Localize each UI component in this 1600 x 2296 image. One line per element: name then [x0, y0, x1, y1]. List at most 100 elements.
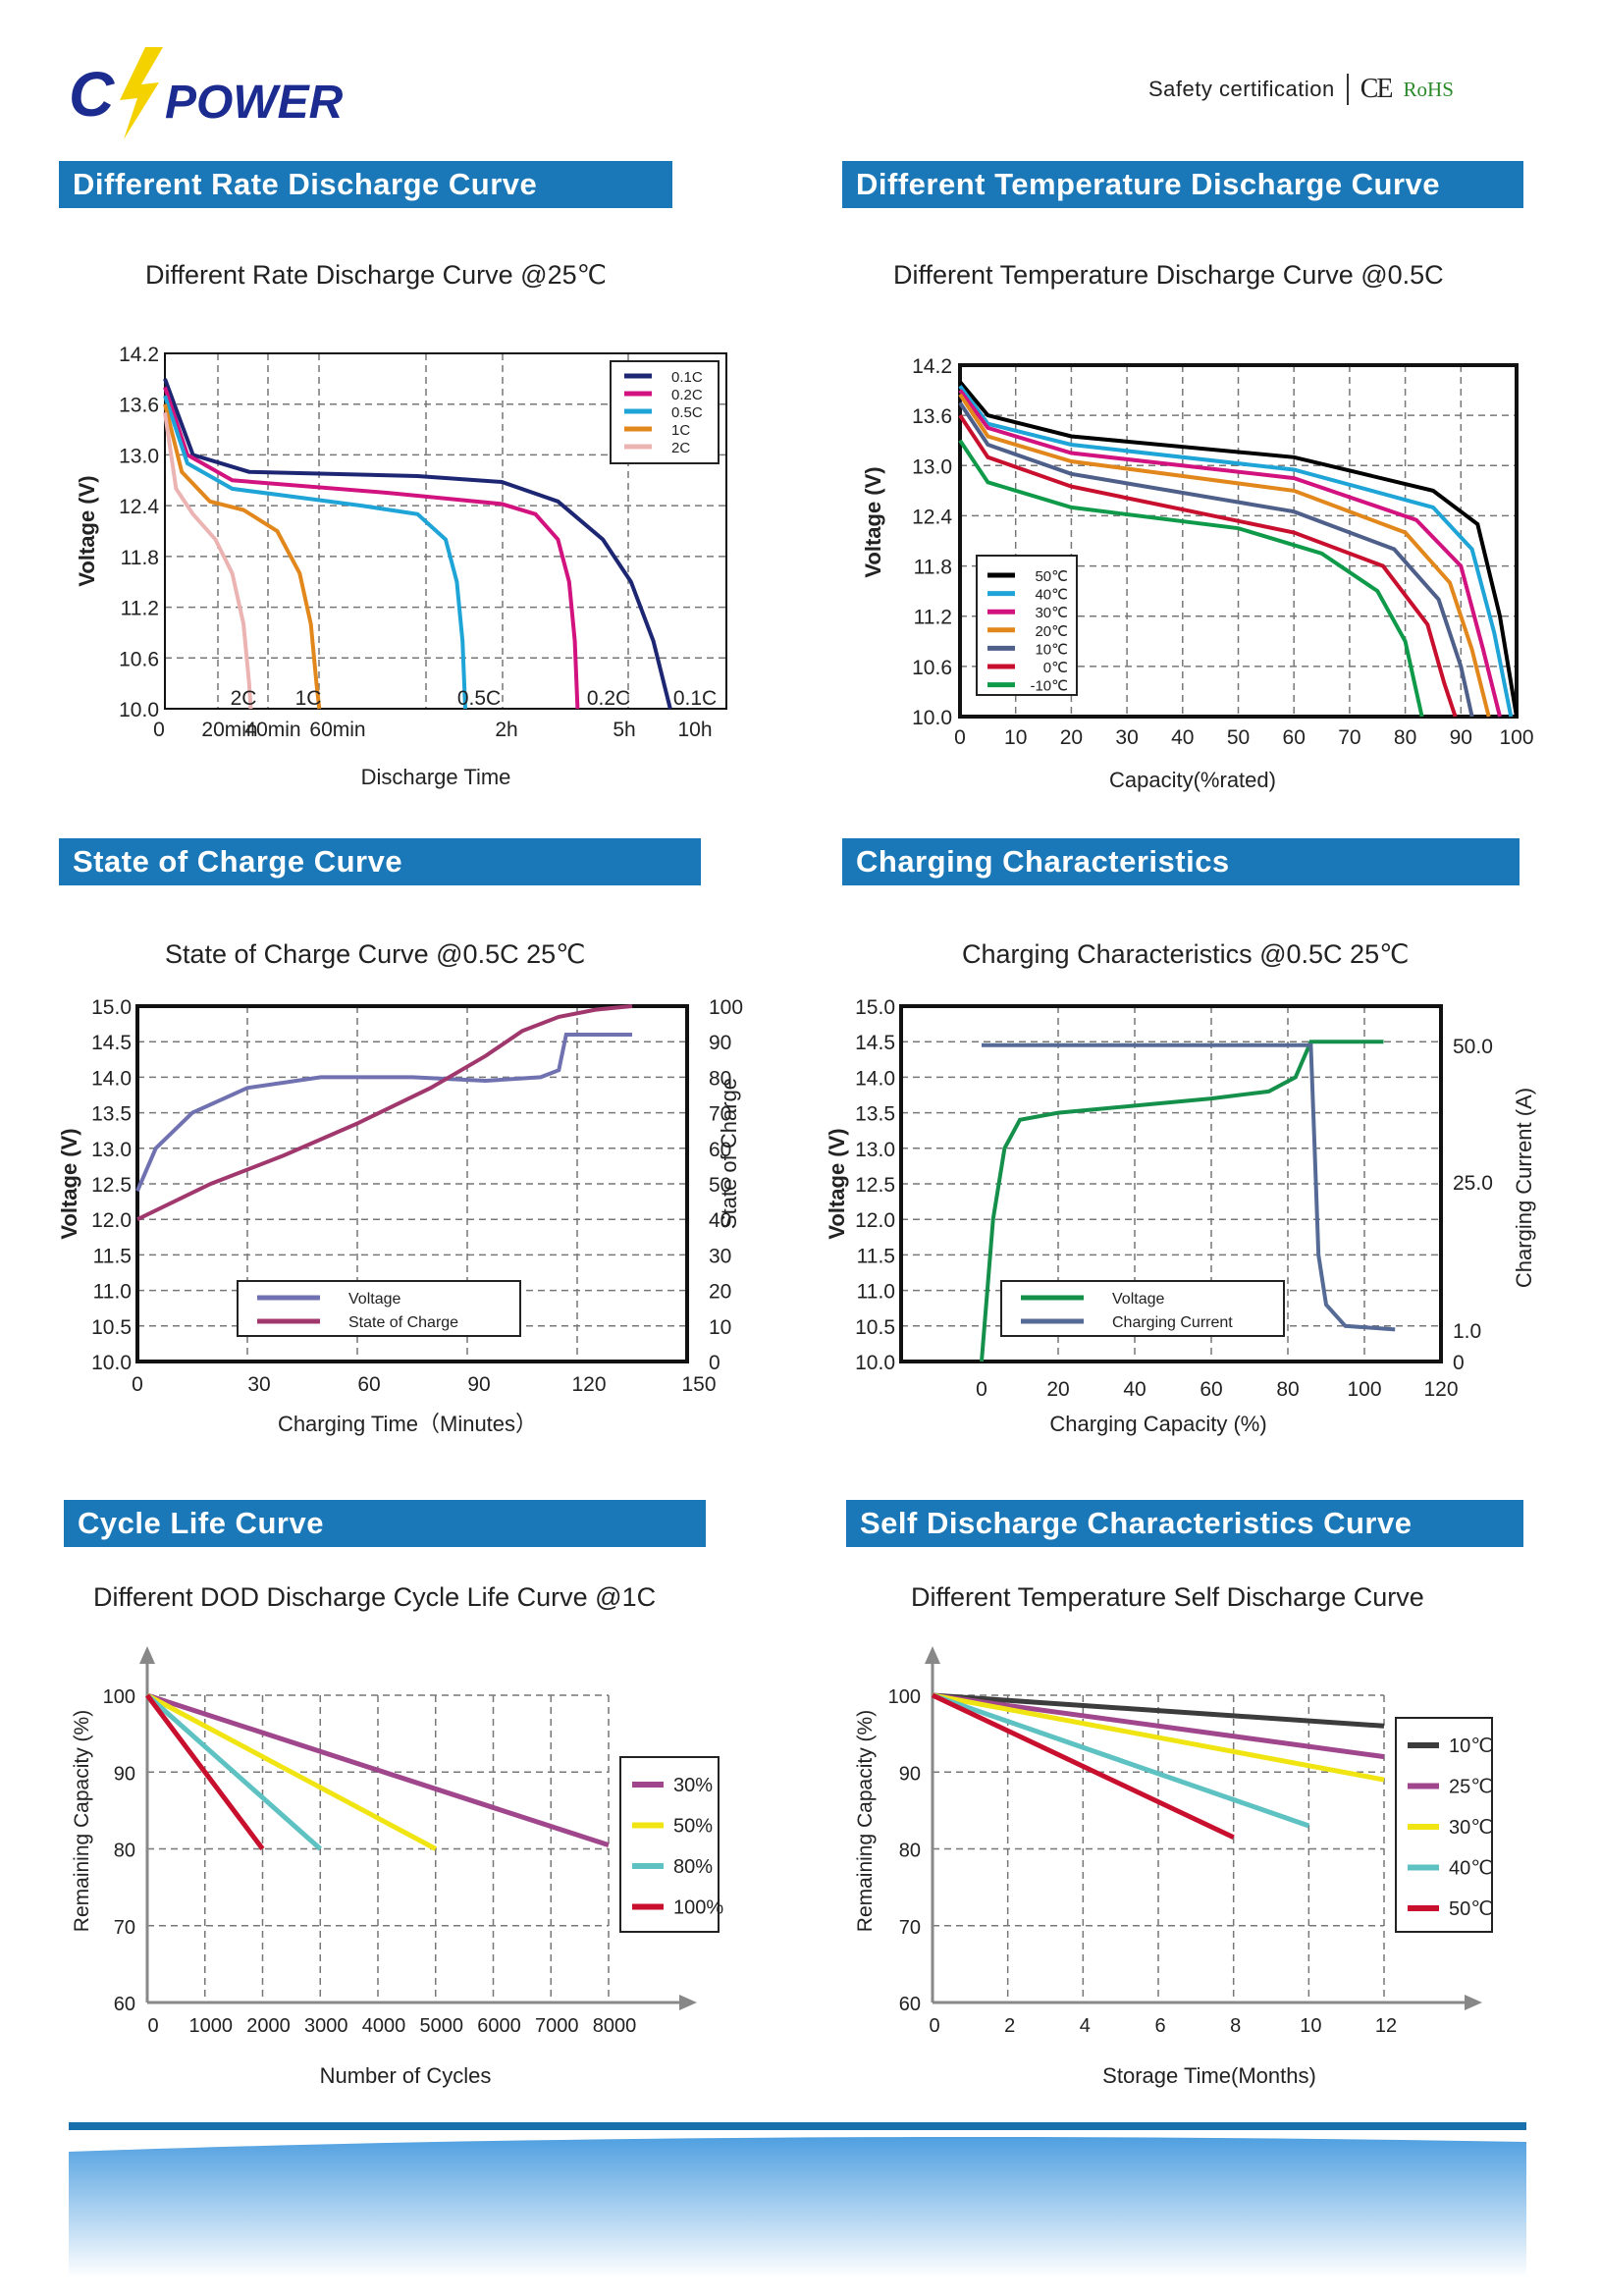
rate-ytick: 12.4 — [119, 496, 159, 518]
rate-end-label: 0.1C — [673, 687, 717, 710]
temp-ytick: 12.4 — [912, 506, 952, 528]
rate-legend-label: 0.1C — [671, 369, 703, 386]
self-ytick: 80 — [899, 1841, 921, 1862]
self-xtick: 4 — [1080, 2015, 1091, 2037]
cycle-line-50% — [145, 1692, 437, 1851]
temp-xtick: 0 — [954, 726, 966, 749]
soc-xlabel: Charging Time（Minutes） — [278, 1412, 537, 1436]
chart-title-cycle: Different DOD Discharge Cycle Life Curve… — [93, 1582, 657, 1612]
temp-line-10℃ — [958, 401, 1474, 718]
cycle-grid — [147, 1694, 610, 2002]
rate-end-label: 0.5C — [457, 687, 501, 710]
charging-ytick: 13.5 — [855, 1103, 895, 1126]
cycle-xtick: 1000 — [189, 2015, 234, 2037]
soc-ytick: 10.0 — [91, 1352, 132, 1374]
rate-ytick: 11.2 — [121, 598, 159, 620]
self-line-40℃ — [932, 1692, 1310, 1829]
rate-ytick: 13.0 — [119, 445, 159, 467]
soc-ytick: 14.0 — [91, 1067, 132, 1090]
rate-line-0.2C — [163, 386, 580, 710]
soc-xtick: 0 — [132, 1373, 143, 1396]
charging-frame — [899, 1004, 1443, 1363]
cspower-logo: C POWER — [69, 47, 344, 139]
rate-ytick: 11.8 — [121, 547, 159, 569]
x-axis-arrow-icon — [1465, 1995, 1482, 2010]
rate-xtick: 40min — [244, 719, 300, 741]
soc-ytick: 12.5 — [91, 1174, 132, 1197]
rate-xtick: 0 — [153, 719, 165, 741]
cycle-ytick: 80 — [114, 1841, 135, 1862]
y-axis-arrow-icon — [139, 1646, 155, 1664]
soc-ytick: 15.0 — [91, 996, 132, 1019]
rate-line-0.1C — [163, 378, 672, 710]
charging-xtick: 40 — [1123, 1378, 1146, 1401]
charging-ytick: 14.5 — [855, 1032, 895, 1054]
chart-title-soc: State of Charge Curve @0.5C 25℃ — [165, 939, 586, 969]
y-axis-arrow-icon — [925, 1646, 940, 1664]
self-ytick: 60 — [899, 1994, 921, 2015]
soc-y2tick: 20 — [709, 1281, 731, 1304]
self-xtick: 6 — [1154, 2015, 1165, 2037]
self-xtick: 12 — [1375, 2015, 1397, 2037]
self-ytick: 90 — [899, 1763, 921, 1785]
certification-divider — [1346, 74, 1349, 105]
temp-xtick: 50 — [1227, 726, 1250, 749]
charging-ytick: 10.0 — [855, 1352, 895, 1374]
temp-ytick: 11.2 — [914, 607, 952, 629]
rate-grid — [165, 353, 726, 709]
charging-ytick: 15.0 — [855, 996, 895, 1019]
cycle-xtick: 2000 — [246, 2015, 291, 2037]
section-header-rate: Different Rate Discharge Curve — [59, 161, 672, 208]
chart-title-temperature: Different Temperature Discharge Curve @0… — [893, 260, 1444, 290]
footer-wave — [69, 2137, 1526, 2277]
soc-y2tick: 90 — [709, 1032, 731, 1054]
rate-legend-label: 0.5C — [671, 404, 703, 421]
temp-legend-label: 40℃ — [1035, 587, 1068, 604]
charging-line-Charging-Current — [982, 1042, 1396, 1332]
soc-ytick: 13.0 — [91, 1139, 132, 1161]
charging-ytick: 11.0 — [857, 1281, 895, 1304]
cycle-ylabel: Remaining Capacity (%) — [71, 1710, 93, 1932]
temp-line-50℃ — [958, 380, 1519, 718]
section-header-soc: State of Charge Curve — [59, 838, 701, 885]
rate-ytick: 13.6 — [119, 395, 159, 417]
soc-legend-label: State of Charge — [348, 1314, 458, 1331]
logo-mark: C — [69, 59, 115, 130]
soc-y2tick: 0 — [709, 1352, 720, 1374]
cycle-xtick: 0 — [147, 2015, 158, 2037]
temp-legend-label: 0℃ — [1043, 660, 1068, 676]
cycle-ytick: 60 — [114, 1994, 135, 2015]
cycle-ytick: 70 — [114, 1917, 135, 1939]
self-legend-label: 10℃ — [1449, 1735, 1493, 1757]
charging-legend-label: Voltage — [1112, 1291, 1164, 1308]
temp-line--10℃ — [958, 439, 1424, 718]
rohs-mark: RoHS — [1403, 77, 1454, 101]
rate-xtick: 60min — [309, 719, 365, 741]
self-xtick: 10 — [1300, 2015, 1321, 2037]
soc-y2tick: 100 — [709, 996, 743, 1019]
charging-ytick: 12.0 — [855, 1209, 895, 1232]
rate-legend-label: 2C — [671, 440, 690, 456]
charts-canvas: 14.213.613.012.411.811.210.610.00 20min40… — [57, 344, 1536, 2088]
soc-y2label: State of Charge — [717, 1078, 741, 1229]
self-xtick: 2 — [1004, 2015, 1015, 2037]
charging-ytick: 11.5 — [857, 1245, 895, 1267]
soc-frame — [135, 1004, 689, 1363]
charging-legend — [1000, 1280, 1285, 1337]
self-legend-label: 50℃ — [1449, 1898, 1493, 1920]
soc-xtick: 90 — [467, 1373, 490, 1396]
self-line-25℃ — [932, 1692, 1385, 1760]
rate-ytick: 10.6 — [119, 648, 159, 670]
self-grid — [933, 1694, 1385, 2002]
x-axis-arrow-icon — [679, 1995, 697, 2010]
rate-line-0.5C — [163, 395, 467, 710]
temp-line-30℃ — [958, 389, 1502, 718]
soc-xtick: 30 — [247, 1373, 270, 1396]
temp-line-20℃ — [958, 393, 1491, 718]
soc-ytick: 13.5 — [91, 1103, 132, 1126]
cycle-xtick: 6000 — [477, 2015, 521, 2037]
charging-y2label: Charging Current (A) — [1512, 1088, 1536, 1288]
charging-xtick: 120 — [1423, 1378, 1458, 1401]
cycle-xtick: 4000 — [362, 2015, 406, 2037]
chart-title-self-discharge: Different Temperature Self Discharge Cur… — [911, 1582, 1424, 1612]
